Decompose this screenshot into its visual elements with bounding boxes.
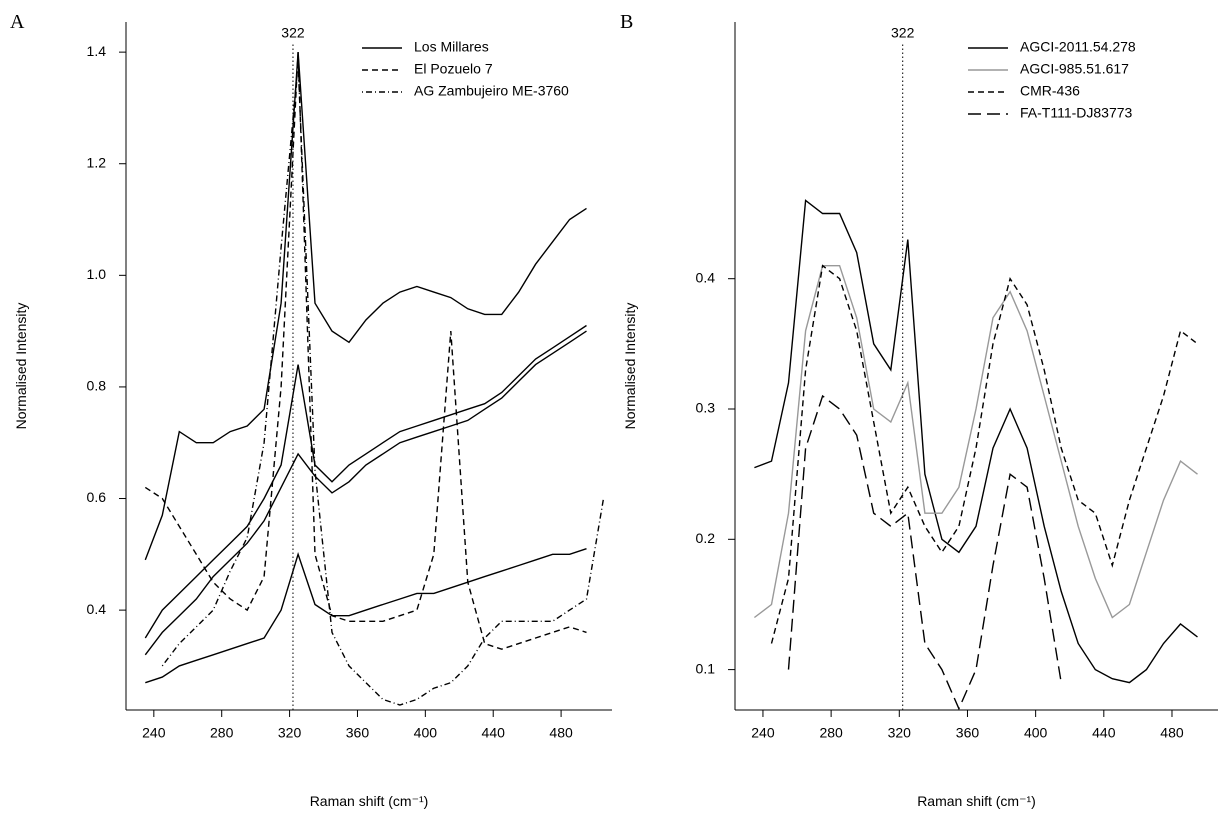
y-tick-label: 0.4 bbox=[87, 601, 107, 617]
data-line bbox=[753, 265, 1198, 619]
y-tick-label: 0.1 bbox=[696, 660, 716, 676]
plot-area bbox=[753, 44, 1198, 710]
y-tick-label: 1.0 bbox=[87, 266, 107, 282]
x-axis-label: Raman shift (cm⁻¹) bbox=[917, 793, 1036, 809]
y-tick-label: 1.2 bbox=[87, 154, 107, 170]
x-tick-label: 360 bbox=[346, 725, 370, 741]
data-line bbox=[144, 330, 587, 656]
y-tick-label: 0.3 bbox=[696, 400, 716, 416]
data-line bbox=[144, 324, 587, 639]
panel-label: B bbox=[620, 11, 633, 33]
data-line bbox=[754, 199, 1198, 684]
x-tick-label: 280 bbox=[210, 725, 234, 741]
x-tick-label: 240 bbox=[142, 725, 166, 741]
legend-label: AGCI-985.51.617 bbox=[1020, 61, 1129, 77]
x-tick-label: 440 bbox=[1092, 725, 1116, 741]
legend-label: AG Zambujeiro ME-3760 bbox=[414, 83, 569, 99]
x-tick-label: 320 bbox=[888, 725, 912, 741]
y-tick-label: 0.6 bbox=[87, 489, 107, 505]
x-tick-label: 400 bbox=[1024, 725, 1048, 741]
legend-label: Los Millares bbox=[414, 39, 489, 55]
annotation-label: 322 bbox=[281, 25, 305, 41]
plot-area bbox=[144, 44, 605, 710]
legend-label: CMR-436 bbox=[1020, 83, 1080, 99]
x-tick-label: 400 bbox=[414, 725, 438, 741]
data-line bbox=[145, 548, 587, 684]
y-tick-label: 0.4 bbox=[696, 269, 716, 285]
annotation-label: 322 bbox=[891, 25, 915, 41]
x-tick-label: 320 bbox=[278, 725, 302, 741]
data-line bbox=[144, 52, 587, 650]
x-tick-label: 480 bbox=[1160, 725, 1184, 741]
x-axis-label: Raman shift (cm⁻¹) bbox=[310, 793, 429, 809]
x-tick-label: 360 bbox=[956, 725, 980, 741]
y-axis-label: Normalised Intensity bbox=[622, 303, 638, 430]
x-tick-label: 280 bbox=[819, 725, 843, 741]
x-tick-label: 240 bbox=[751, 725, 775, 741]
x-tick-label: 480 bbox=[549, 725, 573, 741]
x-tick-label: 440 bbox=[482, 725, 506, 741]
data-line bbox=[787, 394, 1062, 710]
data-line bbox=[161, 63, 605, 706]
y-tick-label: 0.8 bbox=[87, 378, 107, 394]
y-axis-label: Normalised Intensity bbox=[13, 303, 29, 430]
legend-label: El Pozuelo 7 bbox=[414, 61, 493, 77]
y-tick-label: 0.2 bbox=[696, 530, 716, 546]
data-line bbox=[770, 264, 1198, 644]
y-tick-label: 1.4 bbox=[87, 43, 107, 59]
panel-label: A bbox=[10, 11, 25, 33]
data-line bbox=[144, 52, 587, 561]
legend-label: AGCI-2011.54.278 bbox=[1020, 39, 1136, 55]
legend-label: FA-T111-DJ83773 bbox=[1020, 105, 1133, 121]
